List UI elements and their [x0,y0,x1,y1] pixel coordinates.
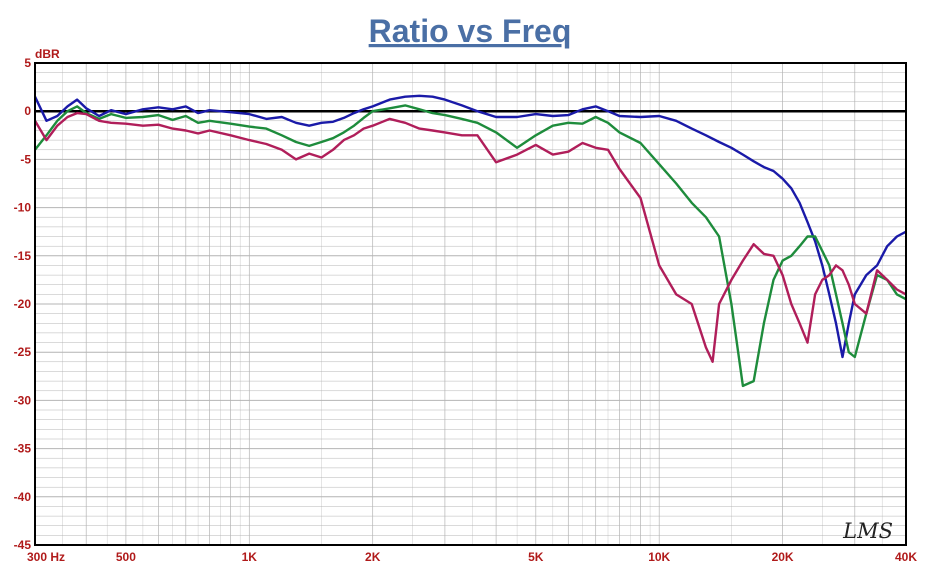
y-tick-labels: 5 0 -5 -10 -15 -20 -25 -30 -35 -40 -45 [14,56,32,552]
y-tick-label: 0 [24,104,31,118]
y-tick-label: -25 [14,345,32,359]
plot-frame [34,62,907,546]
y-tick-label: 5 [24,56,31,70]
y-tick-label: -45 [14,538,32,552]
series-line-2 [34,104,907,388]
y-tick-label: -5 [20,152,31,166]
x-tick-label: 1K [242,550,258,564]
x-tick-labels: 300 Hz 500 1K 2K 5K 10K 20K 40K [27,550,917,564]
series-group [33,94,907,388]
x-tick-label: 5K [528,550,544,564]
y-tick-label: -30 [14,393,32,407]
y-axis-unit-label: dBR [35,47,60,61]
y-tick-label: -40 [14,490,32,504]
y-tick-label: -20 [14,297,32,311]
y-tick-label: -10 [14,201,32,215]
x-tick-label: 10K [648,550,670,564]
x-tick-label: 40K [895,550,917,564]
chart-title: Ratio vs Freq [369,13,572,49]
x-tick-label: 2K [365,550,381,564]
x-tick-label: 500 [116,550,136,564]
series-line-3 [33,111,907,363]
series-line-1 [33,94,907,359]
lms-watermark: LMS [842,519,893,543]
y-tick-label: -35 [14,442,32,456]
y-tick-label: -15 [14,249,32,263]
x-tick-label: 20K [772,550,794,564]
x-tick-label: 300 Hz [27,550,65,564]
